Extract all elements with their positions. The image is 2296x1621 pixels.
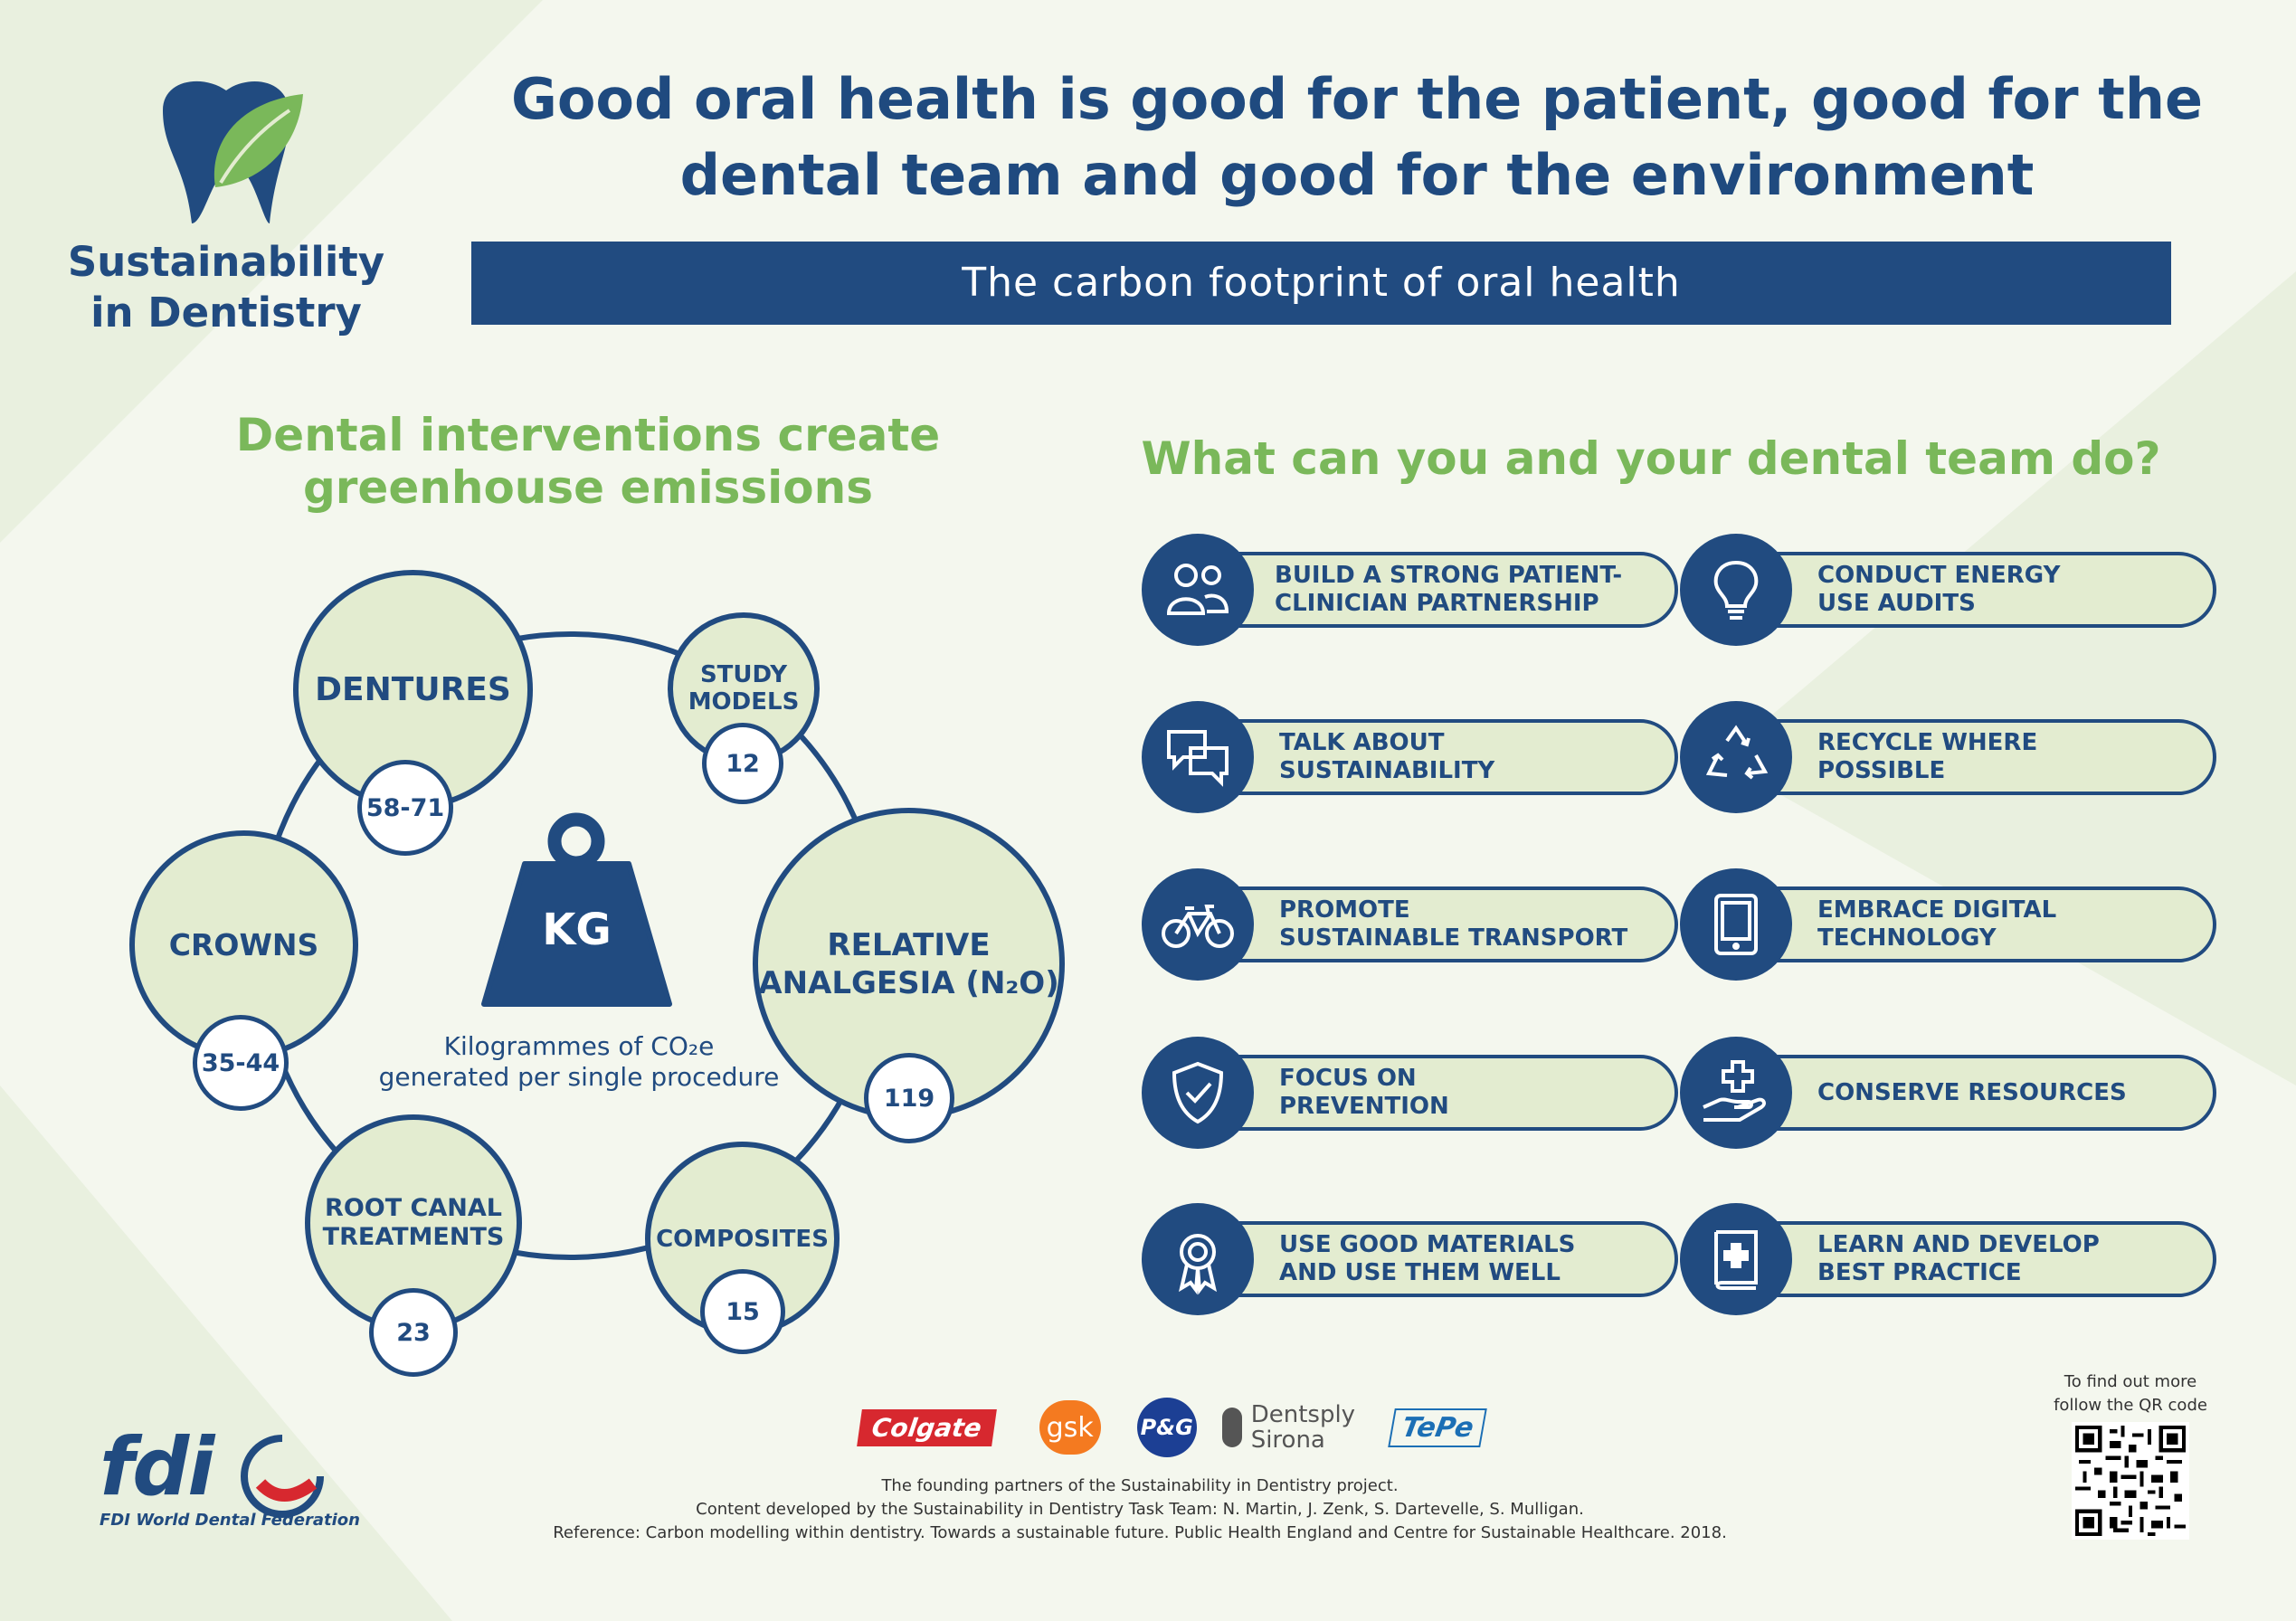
procedure-label: ANALGESIA (N₂O)	[758, 964, 1059, 1001]
weight-icon	[479, 810, 674, 1009]
brand-name: Sustainability in Dentistry	[54, 237, 398, 338]
dentsply-text: Dentsply	[1250, 1401, 1356, 1428]
action-label: BEST PRACTICE	[1817, 1259, 2022, 1286]
action-label: AND USE THEM WELL	[1279, 1259, 1561, 1286]
procedure-value-dentures: 58-71	[357, 760, 453, 856]
colgate-logo-text: Colgate	[869, 1412, 984, 1443]
weight-caption: Kilogrammes of CO₂e generated per single…	[344, 1031, 814, 1093]
medical-book-icon	[1680, 1203, 1792, 1315]
emissions-heading-line-2: greenhouse emissions	[302, 461, 873, 514]
procedure-value-crowns: 35-44	[193, 1015, 289, 1111]
actions-heading: What can you and your dental team do?	[1141, 432, 2161, 485]
tepe-logo: TePe	[1388, 1408, 1488, 1447]
procedure-label: TREATMENTS	[322, 1223, 505, 1251]
dentsply-sirona-logo: Dentsply Sirona	[1221, 1401, 1356, 1454]
title-line-1: Good oral health is good for the patient…	[510, 66, 2204, 132]
action-pill: TALK ABOUT SUSTAINABILITY	[1181, 719, 1678, 795]
sirona-text: Sirona	[1250, 1427, 1325, 1454]
action-label: EMBRACE DIGITAL	[1817, 896, 2057, 924]
action-label: CONDUCT ENERGY	[1817, 562, 2061, 589]
qr-caption-line-1: To find out more	[2064, 1372, 2197, 1391]
bicycle-icon	[1142, 868, 1254, 981]
hand-plus-icon	[1680, 1037, 1792, 1149]
weight-label: KG	[542, 905, 612, 955]
tablet-icon	[1680, 868, 1792, 981]
action-pill: PROMOTE SUSTAINABLE TRANSPORT	[1181, 886, 1678, 962]
fdi-logo: fdi FDI World Dental Federation	[100, 1420, 360, 1538]
action-label: TECHNOLOGY	[1817, 924, 1997, 952]
footer-line-3: Reference: Carbon modelling within denti…	[553, 1523, 1727, 1542]
weight-caption-line-1: Kilogrammes of CO₂e	[443, 1031, 715, 1061]
weight-caption-line-2: generated per single procedure	[378, 1062, 780, 1092]
action-label: SUSTAINABLE TRANSPORT	[1279, 924, 1628, 952]
action-label: PREVENTION	[1279, 1093, 1449, 1120]
action-label: TALK ABOUT	[1279, 729, 1445, 756]
fdi-smile-mark	[241, 1435, 324, 1518]
action-pill: RECYCLE WHERE POSSIBLE	[1719, 719, 2216, 795]
procedure-label: COMPOSITES	[656, 1225, 829, 1253]
subtitle-banner: The carbon footprint of oral health	[471, 242, 2171, 325]
tepe-logo-text: TePe	[1399, 1411, 1476, 1444]
page-title: Good oral health is good for the patient…	[470, 62, 2244, 213]
action-label: FOCUS ON	[1279, 1065, 1417, 1092]
pg-logo-text: P&G	[1140, 1415, 1193, 1440]
action-label: BUILD A STRONG PATIENT-	[1275, 562, 1623, 589]
dentsply-sirona-mark	[1221, 1408, 1242, 1447]
action-label: PROMOTE	[1279, 896, 1410, 924]
procedure-label: MODELS	[688, 688, 800, 716]
action-label: LEARN AND DEVELOP	[1817, 1231, 2100, 1258]
title-line-2: dental team and good for the environment	[679, 142, 2035, 208]
action-label: CONSERVE RESOURCES	[1817, 1078, 2127, 1106]
footer-credits: The founding partners of the Sustainabil…	[470, 1474, 1809, 1545]
action-pill: EMBRACE DIGITAL TECHNOLOGY	[1719, 886, 2216, 962]
procedure-label: ROOT CANAL	[325, 1194, 502, 1222]
procedure-label: DENTURES	[315, 671, 511, 708]
procedure-label: CROWNS	[168, 927, 319, 962]
gsk-logo-text: gsk	[1046, 1411, 1094, 1444]
action-label: USE GOOD MATERIALS	[1279, 1231, 1576, 1258]
action-pill: USE GOOD MATERIALS AND USE THEM WELL	[1181, 1221, 1678, 1297]
partner-logos: Colgate gsk P&G Dentsply Sirona TePe	[857, 1398, 1529, 1457]
procedure-value-composites: 15	[700, 1269, 785, 1354]
speech-bubbles-icon	[1142, 701, 1254, 813]
qr-code[interactable]	[2072, 1422, 2189, 1540]
procedure-label: RELATIVE	[827, 926, 991, 963]
recycle-icon	[1680, 701, 1792, 813]
brand-line-1: Sustainability	[67, 238, 385, 286]
footer-line-2: Content developed by the Sustainability …	[696, 1500, 1584, 1519]
action-pill: CONSERVE RESOURCES	[1719, 1055, 2216, 1131]
qr-caption: To find out more follow the QR code	[2035, 1370, 2225, 1417]
action-pill: BUILD A STRONG PATIENT- CLINICIAN PARTNER…	[1181, 552, 1678, 628]
action-pill: FOCUS ON PREVENTION	[1181, 1055, 1678, 1131]
background-shape	[1719, 271, 2296, 1085]
footer-line-1: The founding partners of the Sustainabil…	[881, 1476, 1399, 1495]
action-label: RECYCLE WHERE	[1817, 729, 2038, 756]
people-icon	[1142, 534, 1254, 646]
action-pill: LEARN AND DEVELOP BEST PRACTICE	[1719, 1221, 2216, 1297]
action-label: POSSIBLE	[1817, 757, 1946, 784]
shield-check-icon	[1142, 1037, 1254, 1149]
action-label: USE AUDITS	[1817, 590, 1976, 617]
action-label: SUSTAINABILITY	[1279, 757, 1495, 784]
procedure-value-root-canal: 23	[369, 1288, 458, 1377]
tooth-leaf-logo	[154, 74, 312, 228]
emissions-heading: Dental interventions create greenhouse e…	[181, 409, 995, 514]
action-pill: CONDUCT ENERGY USE AUDITS	[1719, 552, 2216, 628]
qr-caption-line-2: follow the QR code	[2054, 1396, 2207, 1415]
fdi-logo-text: fdi	[100, 1420, 214, 1513]
emissions-heading-line-1: Dental interventions create	[235, 409, 941, 461]
colgate-logo: Colgate	[857, 1408, 997, 1446]
procedure-value-relative-analgesia: 119	[864, 1053, 954, 1143]
action-label: CLINICIAN PARTNERSHIP	[1275, 590, 1599, 617]
pg-logo: P&G	[1136, 1398, 1197, 1457]
lightbulb-icon	[1680, 534, 1792, 646]
procedure-value-study-models: 12	[702, 723, 783, 804]
gsk-logo: gsk	[1039, 1400, 1101, 1455]
procedure-label: STUDY	[699, 661, 788, 688]
brand-line-2: in Dentistry	[90, 289, 362, 337]
award-ribbon-icon	[1142, 1203, 1254, 1315]
fdi-full-name: FDI World Dental Federation	[100, 1511, 360, 1530]
